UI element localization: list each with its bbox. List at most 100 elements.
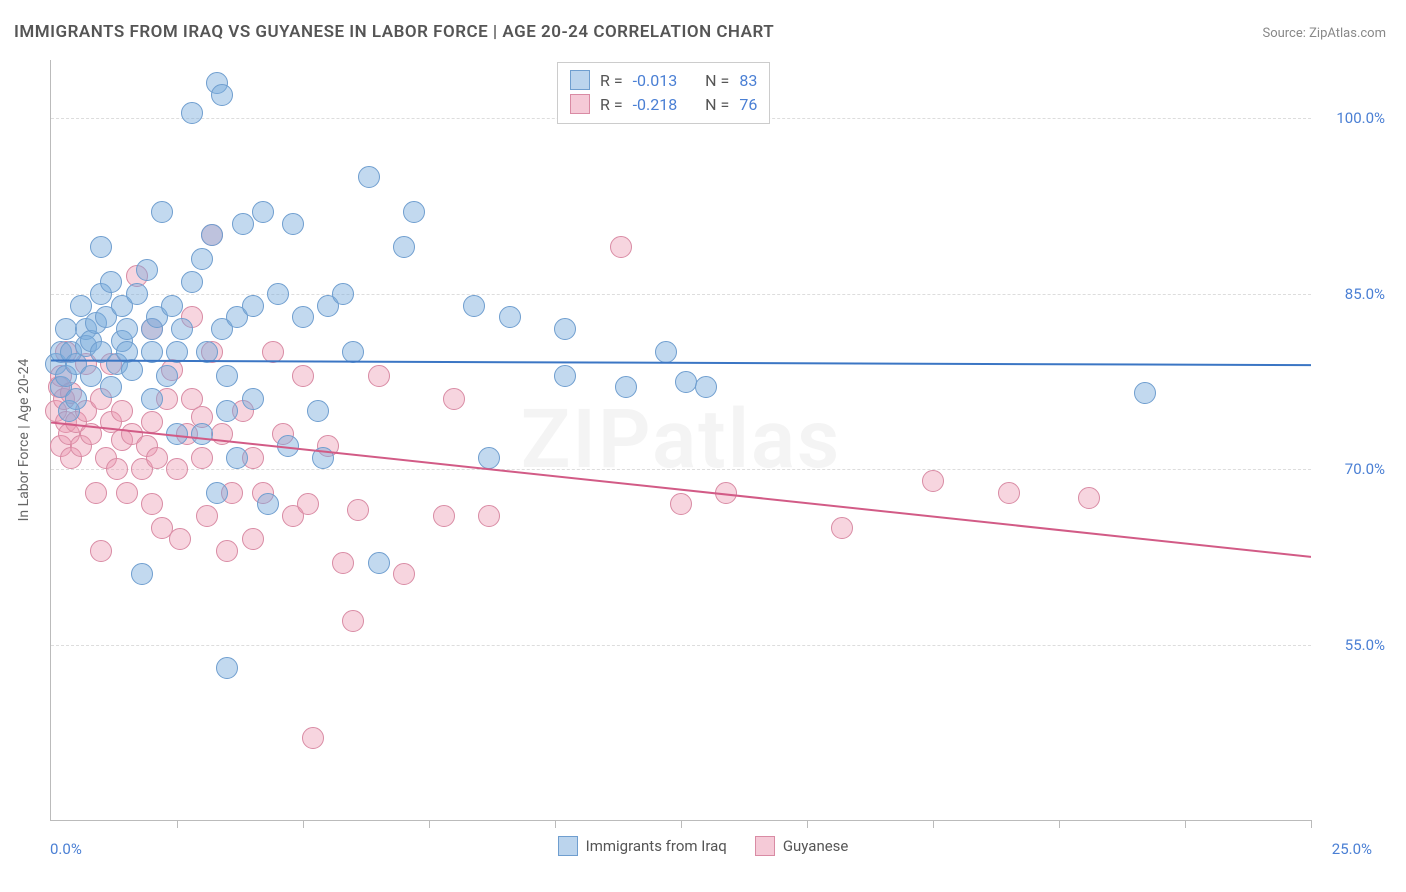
scatter-point-series1	[232, 213, 254, 235]
source-name: ZipAtlas.com	[1309, 26, 1386, 41]
source-citation: Source: ZipAtlas.com	[1262, 26, 1386, 41]
scatter-point-series2	[332, 552, 354, 574]
square-icon	[755, 836, 775, 856]
r-value: -0.013	[633, 71, 678, 90]
scatter-point-series2	[1078, 487, 1100, 509]
scatter-point-series1	[216, 400, 238, 422]
scatter-point-series1	[312, 447, 334, 469]
scatter-point-series1	[201, 224, 223, 246]
scatter-point-series2	[478, 505, 500, 527]
scatter-point-series2	[242, 528, 264, 550]
scatter-point-series1	[181, 102, 203, 124]
scatter-point-series1	[166, 423, 188, 445]
scatter-point-series1	[675, 371, 697, 393]
scatter-point-series1	[65, 388, 87, 410]
scatter-point-series2	[111, 400, 133, 422]
scatter-point-series1	[277, 435, 299, 457]
scatter-point-series1	[141, 388, 163, 410]
scatter-point-series2	[191, 447, 213, 469]
scatter-point-series2	[715, 482, 737, 504]
x-tick	[303, 820, 304, 828]
y-axis-label: In Labor Force | Age 20-24	[16, 359, 32, 522]
scatter-point-series1	[242, 295, 264, 317]
scatter-point-series2	[106, 458, 128, 480]
scatter-point-series2	[196, 505, 218, 527]
r-label: R =	[600, 95, 623, 114]
scatter-point-series2	[292, 365, 314, 387]
scatter-point-series1	[166, 341, 188, 363]
x-min-label: 0.0%	[50, 840, 82, 858]
corr-row-series1: R = -0.013 N = 83	[570, 68, 757, 92]
scatter-point-series2	[116, 482, 138, 504]
scatter-point-series1	[126, 283, 148, 305]
scatter-point-series2	[141, 411, 163, 433]
legend-item-series1: Immigrants from Iraq	[558, 836, 727, 856]
scatter-point-series2	[922, 470, 944, 492]
legend-label: Guyanese	[783, 837, 849, 855]
scatter-point-series1	[226, 447, 248, 469]
scatter-point-series1	[100, 376, 122, 398]
x-tick	[681, 820, 682, 828]
scatter-point-series2	[166, 458, 188, 480]
scatter-point-series2	[216, 540, 238, 562]
scatter-point-series1	[393, 236, 415, 258]
scatter-point-series1	[358, 166, 380, 188]
scatter-point-series1	[478, 447, 500, 469]
scatter-point-series2	[393, 563, 415, 585]
x-tick	[933, 820, 934, 828]
scatter-point-series1	[216, 657, 238, 679]
scatter-point-series1	[100, 271, 122, 293]
x-tick	[1185, 820, 1186, 828]
r-label: R =	[600, 71, 623, 90]
scatter-point-series1	[80, 365, 102, 387]
scatter-point-series2	[443, 388, 465, 410]
scatter-point-series1	[171, 318, 193, 340]
scatter-point-series1	[655, 341, 677, 363]
scatter-point-series1	[196, 341, 218, 363]
scatter-point-series1	[554, 318, 576, 340]
scatter-point-series1	[191, 423, 213, 445]
gridline	[51, 469, 1311, 470]
scatter-point-series2	[146, 447, 168, 469]
n-value: 83	[739, 71, 757, 90]
scatter-point-series1	[267, 283, 289, 305]
scatter-point-series2	[998, 482, 1020, 504]
scatter-point-series1	[55, 318, 77, 340]
regression-line-series1	[51, 60, 1311, 820]
square-icon	[558, 836, 578, 856]
scatter-point-series2	[169, 528, 191, 550]
x-tick	[429, 820, 430, 828]
scatter-point-series2	[211, 423, 233, 445]
scatter-point-series2	[347, 499, 369, 521]
scatter-point-series2	[85, 482, 107, 504]
scatter-point-series2	[670, 493, 692, 515]
scatter-point-series2	[610, 236, 632, 258]
scatter-point-series2	[262, 341, 284, 363]
r-value: -0.218	[633, 95, 678, 114]
scatter-point-series1	[307, 400, 329, 422]
scatter-point-series1	[131, 563, 153, 585]
scatter-point-series1	[121, 359, 143, 381]
legend-label: Immigrants from Iraq	[586, 837, 727, 855]
scatter-point-series1	[191, 248, 213, 270]
scatter-point-series1	[1134, 382, 1156, 404]
regression-line-series2	[51, 60, 1311, 820]
n-label: N =	[705, 71, 729, 90]
scatter-point-series1	[257, 493, 279, 515]
scatter-point-series2	[80, 423, 102, 445]
n-label: N =	[705, 95, 729, 114]
x-tick	[555, 820, 556, 828]
x-tick	[177, 820, 178, 828]
x-tick	[1311, 820, 1312, 828]
chart-container: IMMIGRANTS FROM IRAQ VS GUYANESE IN LABO…	[0, 0, 1406, 892]
scatter-point-series1	[216, 365, 238, 387]
y-tick-label: 100.0%	[1325, 109, 1385, 127]
scatter-point-series1	[368, 552, 390, 574]
y-tick-label: 55.0%	[1325, 636, 1385, 654]
correlation-box: R = -0.013 N = 83 R = -0.218 N = 76	[557, 62, 770, 124]
scatter-point-series2	[342, 610, 364, 632]
scatter-point-series1	[136, 259, 158, 281]
source-label: Source:	[1262, 26, 1309, 41]
gridline	[51, 294, 1311, 295]
scatter-point-series1	[463, 295, 485, 317]
